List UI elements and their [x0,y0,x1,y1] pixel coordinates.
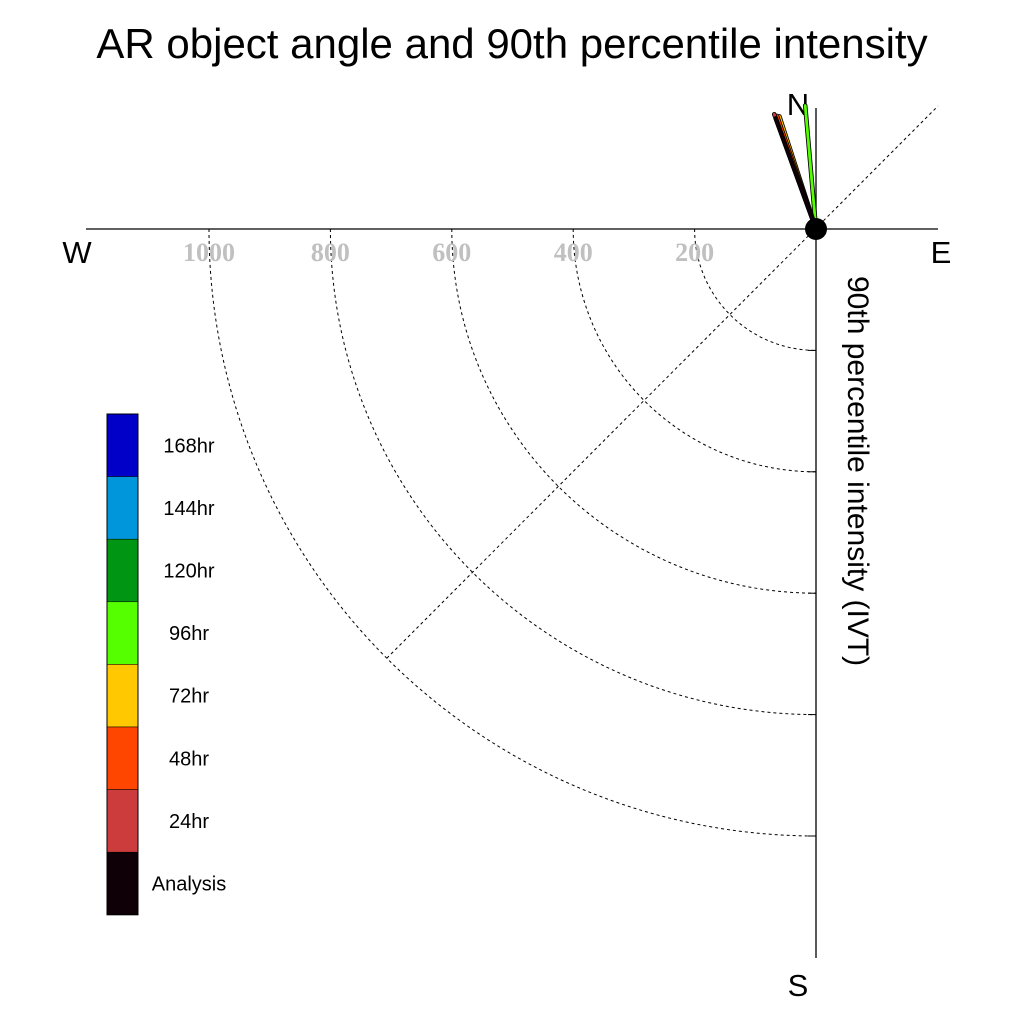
legend-label: 72hr [169,686,209,708]
vector-line [774,116,818,231]
range-ring-1000 [208,228,817,837]
chart-grid [208,105,939,837]
legend: 168hr 144hr 120hr 96hr 72hr 48hr 24hr Analysis [106,413,226,916]
origin-marker [805,218,827,240]
north-label: N [787,87,809,122]
tick-label-600: 600 [432,238,471,267]
legend-label: Analysis [152,874,226,896]
legend-label: 120hr [163,561,214,583]
diagonal-guide [386,105,939,659]
legend-label: 48hr [169,748,209,770]
west-label: W [62,235,92,270]
legend-swatch [106,851,139,916]
legend-swatch [106,601,139,665]
tick-label-1000: 1000 [183,238,235,267]
tick-label-200: 200 [675,238,714,267]
legend-label: 24hr [169,811,209,833]
tick-label-800: 800 [311,238,350,267]
legend-swatch [106,789,139,853]
legend-frame [106,413,139,916]
range-ring-200 [694,228,817,351]
chart-title: AR object angle and 90th percentile inte… [96,20,927,67]
y-axis-label: 90th percentile intensity (IVT) [841,276,874,666]
vector-96hr [802,103,819,232]
legend-swatch [106,538,139,603]
legend-swatch [106,726,139,790]
legend-label: 168hr [163,435,214,457]
vector-series [771,103,819,232]
south-label: S [788,968,809,1003]
legend-swatch [106,476,139,540]
vector-line [803,104,818,231]
east-label: E [931,235,952,270]
tick-label-400: 400 [554,238,593,267]
radial-tick-labels: 200 400 600 800 1000 [183,238,714,267]
vector-analysis [773,116,819,232]
legend-swatch [106,413,139,477]
range-ring-600 [451,228,817,594]
range-ring-400 [572,228,817,473]
legend-label: 96hr [169,623,209,645]
legend-label: 144hr [163,498,214,520]
legend-swatch [106,664,139,728]
range-ring-800 [329,228,817,716]
